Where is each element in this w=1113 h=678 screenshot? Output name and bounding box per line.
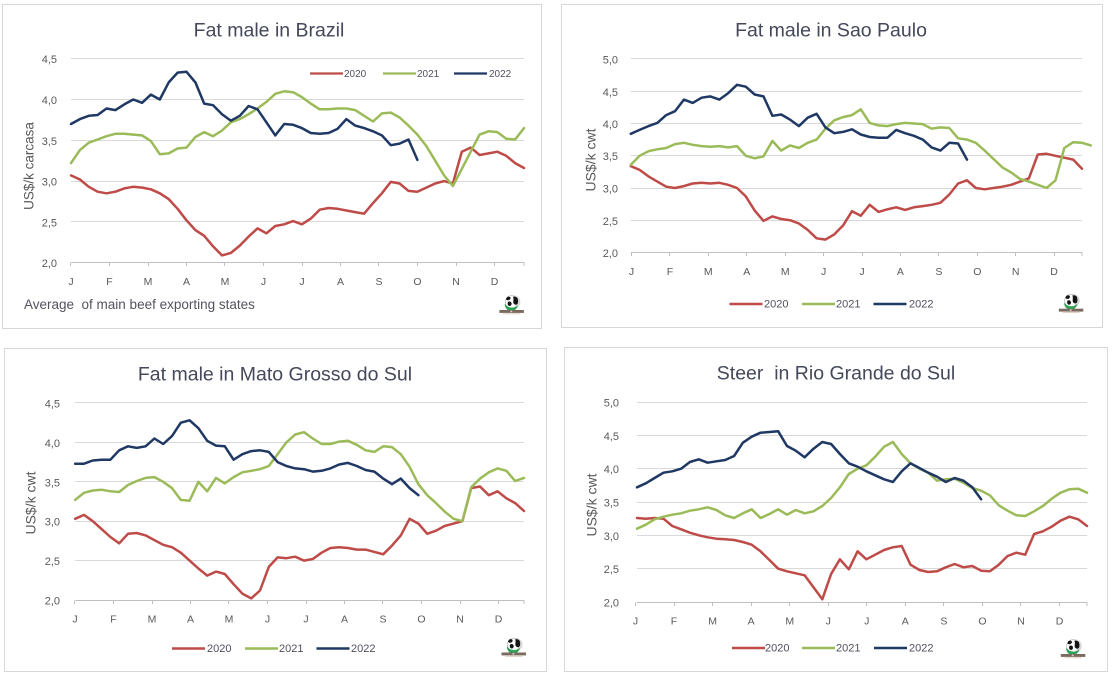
svg-text:A: A bbox=[743, 266, 750, 278]
svg-text:Steer in Rio Grande do Sul: Steer in Rio Grande do Sul bbox=[717, 362, 955, 384]
svg-text:Fat male in Sao Paulo: Fat male in Sao Paulo bbox=[735, 20, 927, 42]
svg-text:J: J bbox=[629, 266, 634, 278]
svg-text:D: D bbox=[1056, 615, 1064, 627]
svg-text:N: N bbox=[452, 276, 460, 288]
svg-text:Fat male in Brazil: Fat male in Brazil bbox=[194, 20, 345, 42]
svg-text:2,0: 2,0 bbox=[45, 596, 60, 608]
svg-text:3,0: 3,0 bbox=[603, 184, 618, 196]
svg-text:A: A bbox=[897, 266, 904, 278]
svg-text:2021: 2021 bbox=[417, 69, 440, 80]
svg-text:F: F bbox=[106, 276, 112, 288]
svg-text:2022: 2022 bbox=[909, 299, 933, 311]
svg-text:2,5: 2,5 bbox=[603, 216, 618, 228]
svg-text:4,0: 4,0 bbox=[42, 95, 57, 107]
svg-text:3,0: 3,0 bbox=[604, 531, 619, 543]
svg-text:3,5: 3,5 bbox=[603, 151, 618, 163]
svg-text:US$/k carcasa: US$/k carcasa bbox=[21, 122, 36, 210]
svg-text:4,5: 4,5 bbox=[603, 87, 618, 99]
svg-text:M: M bbox=[704, 266, 713, 278]
svg-text:US$/k cwt: US$/k cwt bbox=[582, 128, 598, 191]
svg-text:3,0: 3,0 bbox=[42, 177, 57, 189]
svg-text:M: M bbox=[785, 615, 794, 627]
svg-text:4,0: 4,0 bbox=[603, 119, 618, 131]
svg-text:2020: 2020 bbox=[764, 299, 788, 311]
svg-text:M: M bbox=[221, 276, 230, 288]
svg-text:A: A bbox=[187, 613, 194, 625]
svg-text:2,0: 2,0 bbox=[604, 598, 619, 610]
svg-text:J: J bbox=[864, 615, 869, 627]
svg-text:3,5: 3,5 bbox=[604, 498, 619, 510]
svg-text:2,5: 2,5 bbox=[42, 217, 57, 229]
svg-text:N: N bbox=[456, 613, 464, 625]
svg-text:A: A bbox=[748, 615, 755, 627]
svg-text:2022: 2022 bbox=[489, 69, 512, 80]
svg-text:2021: 2021 bbox=[836, 299, 860, 311]
svg-text:S: S bbox=[375, 276, 382, 288]
svg-text:S: S bbox=[379, 613, 386, 625]
svg-text:4,5: 4,5 bbox=[604, 431, 619, 443]
svg-text:2022: 2022 bbox=[909, 643, 933, 655]
svg-text:O: O bbox=[978, 615, 986, 627]
svg-text:3,5: 3,5 bbox=[45, 477, 60, 489]
svg-text:5,0: 5,0 bbox=[604, 398, 619, 410]
svg-text:2020: 2020 bbox=[765, 643, 789, 655]
svg-text:J: J bbox=[261, 276, 266, 288]
svg-text:O: O bbox=[417, 613, 425, 625]
svg-text:4,0: 4,0 bbox=[45, 438, 60, 450]
svg-text:F: F bbox=[667, 266, 673, 278]
svg-text:J: J bbox=[633, 615, 638, 627]
svg-text:A: A bbox=[341, 613, 348, 625]
svg-text:J: J bbox=[72, 613, 77, 625]
svg-text:2021: 2021 bbox=[279, 643, 303, 655]
svg-text:M: M bbox=[781, 266, 790, 278]
svg-text:5,0: 5,0 bbox=[603, 55, 618, 67]
svg-text:J: J bbox=[303, 613, 308, 625]
svg-text:D: D bbox=[495, 613, 503, 625]
svg-text:M: M bbox=[708, 615, 717, 627]
svg-text:O: O bbox=[413, 276, 421, 288]
svg-text:3,0: 3,0 bbox=[45, 517, 60, 529]
svg-text:F: F bbox=[110, 613, 116, 625]
svg-text:A: A bbox=[337, 276, 344, 288]
svg-text:A: A bbox=[183, 276, 190, 288]
svg-text:2021: 2021 bbox=[836, 643, 860, 655]
svg-text:2,0: 2,0 bbox=[42, 258, 57, 270]
svg-text:2020: 2020 bbox=[344, 69, 367, 80]
svg-text:US$/k cwt: US$/k cwt bbox=[583, 473, 599, 536]
svg-text:2,5: 2,5 bbox=[604, 564, 619, 576]
svg-text:D: D bbox=[491, 276, 499, 288]
svg-text:J: J bbox=[821, 266, 826, 278]
svg-text:4,0: 4,0 bbox=[604, 464, 619, 476]
svg-text:M: M bbox=[144, 276, 153, 288]
svg-text:F: F bbox=[671, 615, 677, 627]
svg-text:J: J bbox=[265, 613, 270, 625]
svg-text:2,5: 2,5 bbox=[45, 556, 60, 568]
svg-text:2,0: 2,0 bbox=[603, 248, 618, 260]
svg-text:4,5: 4,5 bbox=[42, 54, 57, 66]
svg-text:J: J bbox=[299, 276, 304, 288]
svg-text:N: N bbox=[1017, 615, 1025, 627]
svg-text:2020: 2020 bbox=[207, 643, 231, 655]
svg-text:M: M bbox=[225, 613, 234, 625]
svg-text:3,5: 3,5 bbox=[42, 136, 57, 148]
svg-text:M: M bbox=[148, 613, 157, 625]
svg-text:S: S bbox=[940, 615, 947, 627]
svg-text:N: N bbox=[1012, 266, 1020, 278]
svg-text:US$/k cwt: US$/k cwt bbox=[22, 471, 38, 534]
svg-text:Average of main beef exportin: Average of main beef exporting states bbox=[24, 297, 255, 312]
svg-text:4,5: 4,5 bbox=[45, 399, 60, 411]
svg-text:A: A bbox=[902, 615, 909, 627]
svg-text:O: O bbox=[973, 266, 981, 278]
svg-text:Fat male in Mato Grosso do Sul: Fat male in Mato Grosso do Sul bbox=[138, 364, 412, 386]
svg-text:2022: 2022 bbox=[351, 643, 375, 655]
svg-text:D: D bbox=[1050, 266, 1058, 278]
svg-text:S: S bbox=[935, 266, 942, 278]
svg-text:J: J bbox=[826, 615, 831, 627]
svg-text:J: J bbox=[68, 276, 73, 288]
svg-text:J: J bbox=[859, 266, 864, 278]
